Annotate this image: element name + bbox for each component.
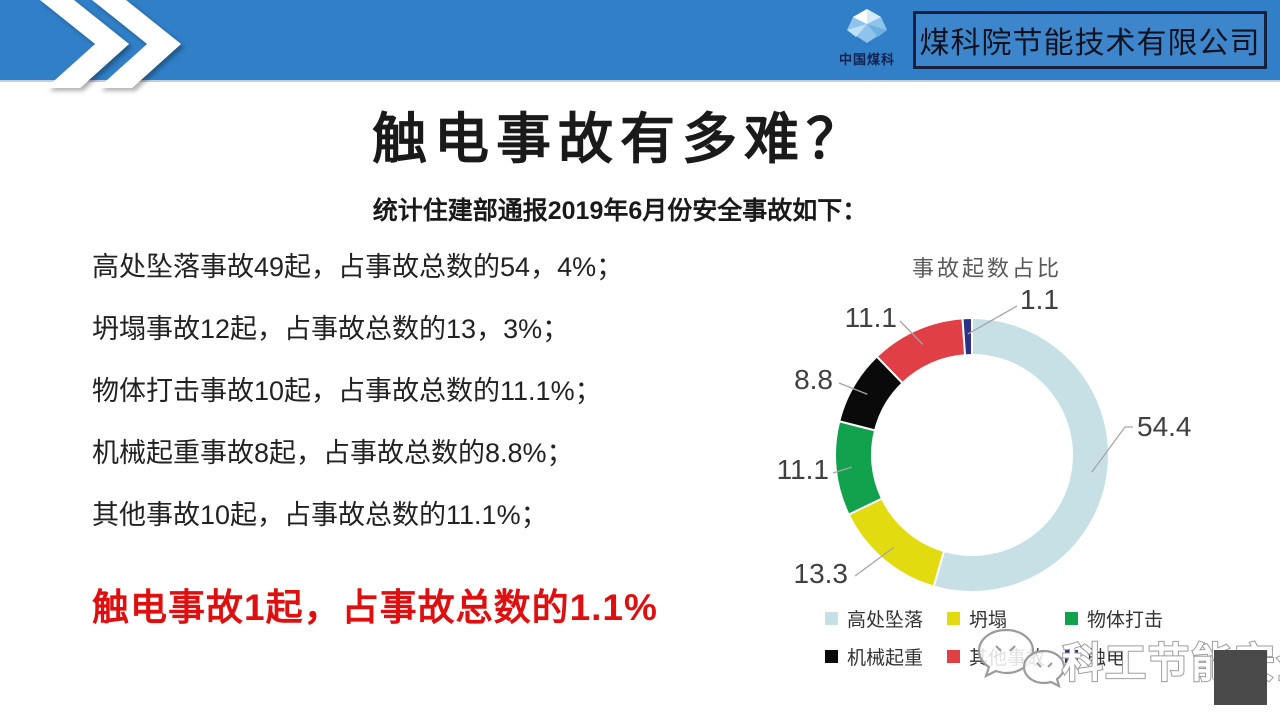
company-name: 煤科院节能技术有限公司 [919, 27, 1261, 60]
legend-label: 机械起重 [847, 648, 924, 669]
company-logo: 中国煤科 [832, 9, 902, 68]
legend-label: 坍塌 [969, 610, 1008, 631]
legend-label: 其他事故 [969, 648, 1046, 669]
list-item: 机械起重事故8起，占事故总数的8.8%； [92, 438, 574, 468]
slice-value-label: 1.1 [1020, 284, 1059, 315]
slice-value-label: 13.3 [794, 558, 849, 589]
donut-chart: 54.4 13.3 11.1 8.8 11.1 1.1 [777, 284, 1192, 593]
company-name-box: 煤科院节能技术有限公司 [913, 11, 1267, 69]
header-bar: 中国煤科 煤科院节能技术有限公司 [0, 0, 1280, 88]
list-item: 高处坠落事故49起，占事故总数的54，4%； [92, 252, 624, 282]
slice-value-label: 8.8 [794, 364, 833, 395]
legend-swatch [1065, 650, 1078, 663]
list-item: 物体打击事故10起，占事故总数的11.1%； [92, 376, 602, 406]
legend-item-触电: 触电 [1065, 643, 1215, 670]
legend-item-坍塌: 坍塌 [947, 605, 1065, 632]
donut-slice-坍塌 [847, 497, 946, 588]
donut-slice-高处坠落 [932, 316, 1110, 593]
legend-item-高处坠落: 高处坠落 [825, 605, 947, 632]
legend-swatch [825, 612, 838, 625]
donut-slice-触电 [961, 316, 973, 357]
leader-line [854, 546, 895, 577]
gem-logo-icon [847, 9, 887, 43]
leader-line [899, 320, 924, 345]
donut-slice-物体打击 [834, 420, 884, 516]
chart-legend: 高处坠落 坍塌 物体打击机械起重 其他事故 触电 [825, 605, 1215, 670]
list-item: 其他事故10起，占事故总数的11.1%； [92, 500, 548, 530]
legend-item-机械起重: 机械起重 [825, 643, 947, 670]
leader-line [1091, 426, 1133, 473]
legend-swatch [947, 650, 960, 663]
leader-line [832, 466, 852, 474]
electric-shock-highlight: 触电事故1起，占事故总数的1.1% [92, 587, 658, 628]
leader-line [967, 305, 1018, 335]
leader-line [838, 382, 868, 395]
legend-swatch [947, 612, 960, 625]
double-chevron-icon [40, 0, 182, 88]
logo-text: 中国煤科 [838, 52, 895, 67]
slice-value-label: 54.4 [1137, 411, 1192, 442]
accident-share-chart: 事故起数占比 54.4 13.3 11.1 8.8 11.1 1.1 高处坠落 坍塌 物体打击… [727, 235, 1280, 675]
accident-statistics-list: 高处坠落事故49起，占事故总数的54，4%； 坍塌事故12起，占事故总数的13，… [92, 252, 623, 562]
legend-swatch [1065, 612, 1078, 625]
list-item: 坍塌事故12起，占事故总数的13，3%； [92, 314, 570, 344]
legend-item-其他事故: 其他事故 [947, 643, 1065, 670]
slice-value-label: 11.1 [777, 454, 829, 485]
page-title: 触电事故有多难？ [371, 108, 868, 170]
subtitle: 统计住建部通报2019年6月份安全事故如下： [372, 197, 868, 225]
legend-label: 物体打击 [1087, 610, 1164, 631]
legend-label: 高处坠落 [847, 610, 924, 631]
legend-label: 触电 [1087, 648, 1126, 669]
legend-swatch [825, 650, 838, 663]
legend-item-物体打击: 物体打击 [1065, 605, 1215, 632]
chart-title: 事故起数占比 [911, 256, 1062, 281]
slice-value-label: 11.1 [845, 302, 897, 333]
